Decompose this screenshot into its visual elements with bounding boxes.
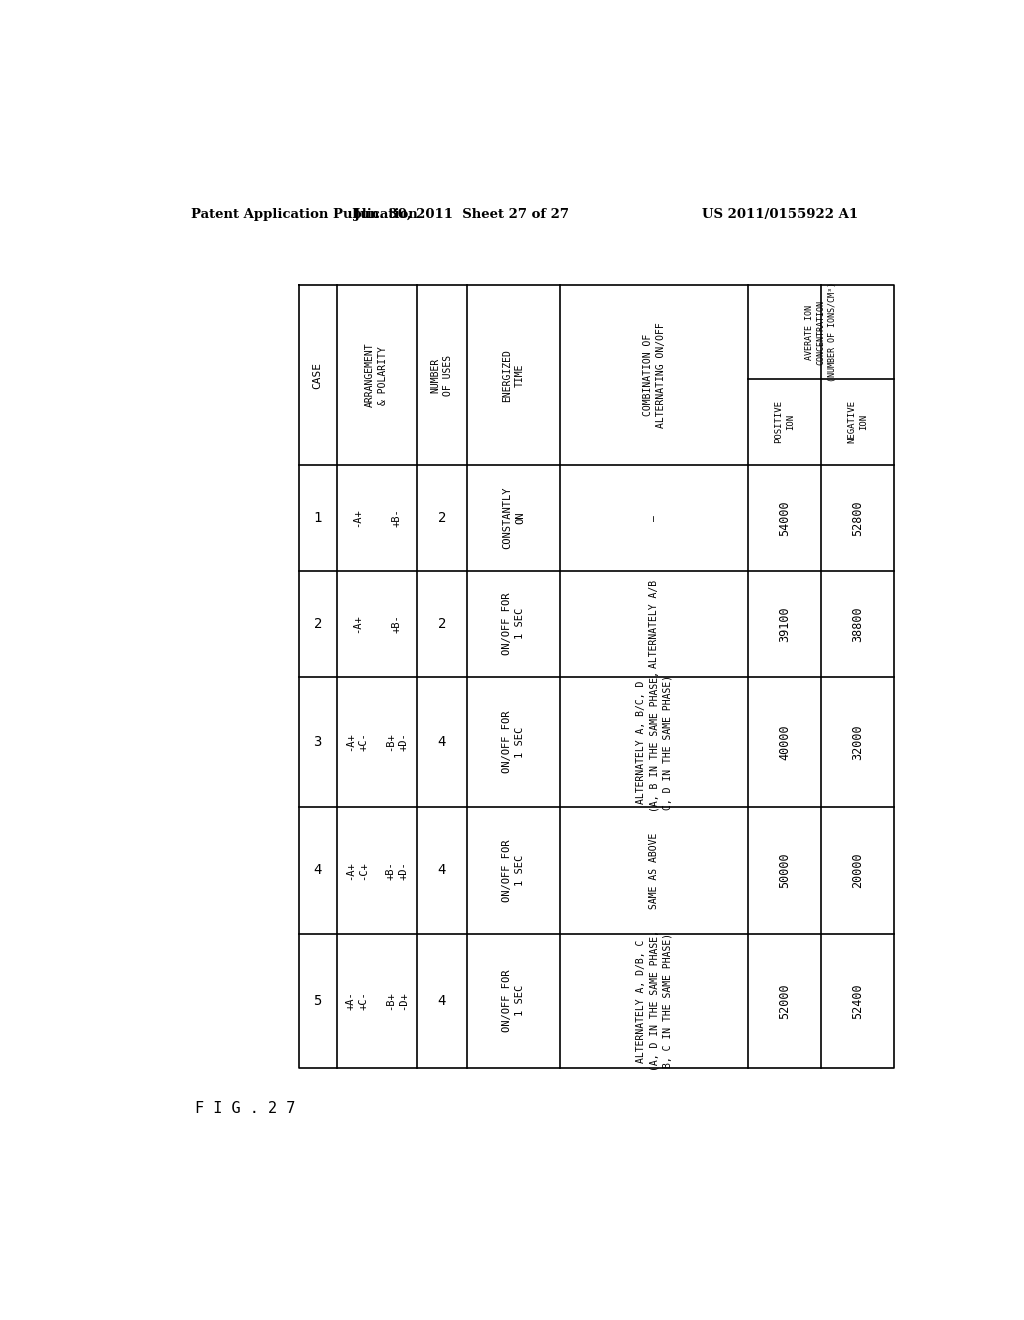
Text: -B+
-D+: -B+ -D+	[385, 991, 409, 1010]
Text: ON/OFF FOR
1 SEC: ON/OFF FOR 1 SEC	[502, 970, 525, 1032]
Text: F I G . 2 7: F I G . 2 7	[196, 1101, 296, 1117]
Text: 38800: 38800	[851, 606, 864, 642]
Text: ON/OFF FOR
1 SEC: ON/OFF FOR 1 SEC	[502, 593, 525, 655]
Text: SAME AS ABOVE: SAME AS ABOVE	[649, 832, 659, 908]
Text: -A+
+C-: -A+ +C-	[345, 733, 369, 751]
Text: CONSTANTLY
ON: CONSTANTLY ON	[502, 487, 525, 549]
Text: 2: 2	[437, 511, 445, 525]
Text: COMBINATION OF
ALTERNATING ON/OFF: COMBINATION OF ALTERNATING ON/OFF	[643, 322, 666, 428]
Text: -B+
+D-: -B+ +D-	[385, 733, 409, 751]
Text: 54000: 54000	[778, 500, 791, 536]
Text: 4: 4	[437, 735, 445, 748]
Text: ENERGIZED
TIME: ENERGIZED TIME	[502, 348, 525, 401]
Text: 3: 3	[313, 735, 322, 748]
Text: NEGATIVE
ION: NEGATIVE ION	[847, 400, 867, 444]
Text: CASE: CASE	[312, 362, 323, 388]
Text: ALTERNATELY A/B: ALTERNATELY A/B	[649, 579, 659, 668]
Text: +B-
+D-: +B- +D-	[385, 861, 409, 879]
Text: —: —	[649, 515, 659, 520]
Text: 52400: 52400	[851, 983, 864, 1019]
Text: ALTERNATELY A, B/C, D
(A, B IN THE SAME PHASE,
C, D IN THE SAME PHASE): ALTERNATELY A, B/C, D (A, B IN THE SAME …	[636, 672, 673, 813]
Text: 4: 4	[437, 994, 445, 1008]
Text: Jun. 30, 2011  Sheet 27 of 27: Jun. 30, 2011 Sheet 27 of 27	[354, 207, 568, 220]
Text: ALTERNATELY A, D/B, C
(A, D IN THE SAME PHASE,
B, C IN THE SAME PHASE): ALTERNATELY A, D/B, C (A, D IN THE SAME …	[636, 931, 673, 1072]
Text: 4: 4	[313, 863, 322, 878]
Text: +A-
+C-: +A- +C-	[345, 991, 369, 1010]
Text: Patent Application Publication: Patent Application Publication	[191, 207, 418, 220]
Text: NUMBER
OF USES: NUMBER OF USES	[430, 355, 454, 396]
Text: 52800: 52800	[851, 500, 864, 536]
Text: US 2011/0155922 A1: US 2011/0155922 A1	[702, 207, 858, 220]
Text: ARRANGEMENT
& POLARITY: ARRANGEMENT & POLARITY	[366, 343, 388, 408]
Text: 40000: 40000	[778, 725, 791, 760]
Text: 1: 1	[313, 511, 322, 525]
Text: 32000: 32000	[851, 725, 864, 760]
Text: 50000: 50000	[778, 853, 791, 888]
Text: 52000: 52000	[778, 983, 791, 1019]
Text: +B-: +B-	[392, 614, 401, 634]
Text: 5: 5	[313, 994, 322, 1008]
Text: 20000: 20000	[851, 853, 864, 888]
Text: POSITIVE
ION: POSITIVE ION	[774, 400, 795, 444]
Text: ON/OFF FOR
1 SEC: ON/OFF FOR 1 SEC	[502, 840, 525, 902]
Text: 4: 4	[437, 863, 445, 878]
Text: +B-: +B-	[392, 508, 401, 527]
Text: -A+: -A+	[352, 614, 361, 634]
Text: -A+: -A+	[352, 508, 361, 527]
Text: -A+
-C+: -A+ -C+	[345, 861, 369, 879]
Text: ON/OFF FOR
1 SEC: ON/OFF FOR 1 SEC	[502, 710, 525, 774]
Text: AVERATE ION
CONCENTRATION
(NUMBER OF IONS/CM³): AVERATE ION CONCENTRATION (NUMBER OF ION…	[805, 282, 838, 381]
Text: 39100: 39100	[778, 606, 791, 642]
Text: 2: 2	[313, 616, 322, 631]
Text: 2: 2	[437, 616, 445, 631]
